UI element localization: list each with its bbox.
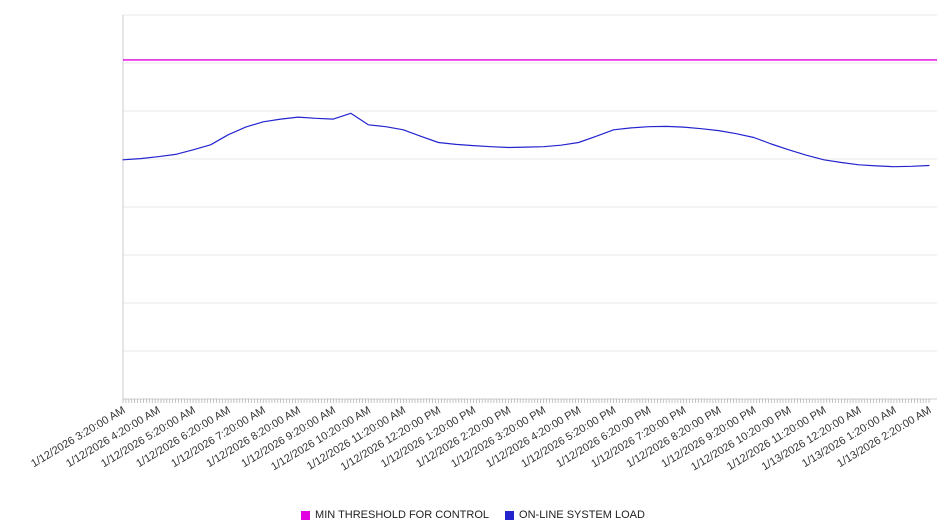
legend-label: ON-LINE SYSTEM LOAD [519,509,645,521]
legend-color-swatch [505,510,515,520]
x-axis-minor-ticks [122,399,930,403]
legend-item[interactable]: ON-LINE SYSTEM LOAD [505,509,645,521]
x-axis-labels: 1/12/2026 3:20:00 AM1/12/2026 4:20:00 AM… [29,404,933,473]
series-line-system-load [122,112,930,168]
line-chart-canvas: 1/12/2026 3:20:00 AM1/12/2026 4:20:00 AM… [29,14,937,473]
chart-legend: MIN THRESHOLD FOR CONTROL ON-LINE SYSTEM … [0,509,946,521]
legend-item[interactable]: MIN THRESHOLD FOR CONTROL [301,509,489,521]
gridlines [123,14,937,400]
legend-color-swatch [301,510,311,520]
legend-label: MIN THRESHOLD FOR CONTROL [315,509,490,521]
